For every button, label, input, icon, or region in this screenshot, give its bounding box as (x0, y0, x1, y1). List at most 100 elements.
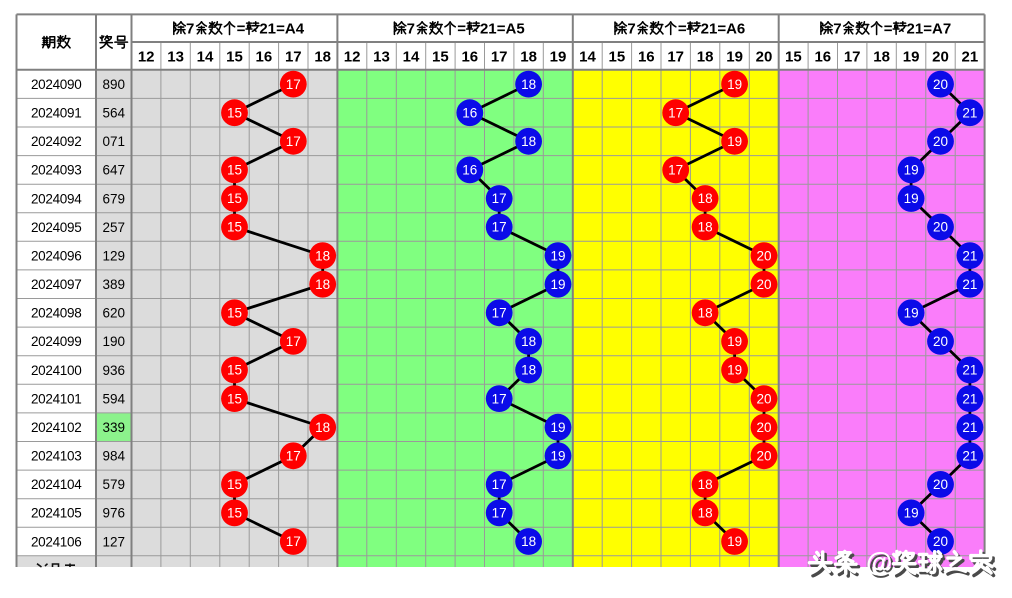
svg-text:19: 19 (904, 506, 919, 521)
svg-text:17: 17 (492, 506, 507, 521)
svg-text:=: = (678, 21, 687, 38)
svg-text:190: 190 (103, 334, 126, 349)
svg-text:16: 16 (814, 48, 831, 65)
svg-text:18: 18 (698, 191, 713, 206)
svg-text:19: 19 (550, 48, 567, 65)
svg-text:21: 21 (962, 449, 977, 464)
svg-text:=: = (237, 21, 246, 38)
svg-text:2024098: 2024098 (31, 306, 81, 321)
svg-text:19: 19 (550, 277, 565, 292)
svg-text:15: 15 (227, 220, 242, 235)
svg-text:17: 17 (492, 391, 507, 406)
svg-text:17: 17 (667, 48, 684, 65)
svg-text:19: 19 (727, 363, 742, 378)
svg-text:A6: A6 (726, 21, 745, 38)
svg-text:@: @ (866, 547, 892, 577)
svg-text:17: 17 (492, 477, 507, 492)
svg-text:19: 19 (904, 191, 919, 206)
svg-text:18: 18 (698, 306, 713, 321)
svg-text:389: 389 (103, 277, 126, 292)
svg-text:13: 13 (373, 48, 390, 65)
svg-text:A5: A5 (506, 21, 525, 38)
svg-text:15: 15 (227, 105, 242, 120)
svg-text:18: 18 (315, 248, 330, 263)
svg-text:19: 19 (726, 48, 743, 65)
svg-text:564: 564 (103, 106, 126, 121)
svg-text:20: 20 (756, 48, 773, 65)
svg-text:2024099: 2024099 (31, 334, 81, 349)
svg-text:15: 15 (227, 191, 242, 206)
svg-text:15: 15 (227, 163, 242, 178)
svg-text:15: 15 (227, 391, 242, 406)
svg-text:7: 7 (186, 21, 194, 38)
svg-text:2024091: 2024091 (31, 106, 81, 121)
svg-text:18: 18 (315, 277, 330, 292)
svg-text:17: 17 (286, 449, 301, 464)
svg-text:18: 18 (520, 48, 537, 65)
svg-text:14: 14 (403, 48, 420, 65)
svg-text:17: 17 (492, 191, 507, 206)
svg-text:20: 20 (933, 477, 948, 492)
svg-text:=: = (717, 21, 726, 38)
svg-text:2024103: 2024103 (31, 449, 81, 464)
svg-text:=: = (276, 21, 285, 38)
svg-text:647: 647 (103, 163, 126, 178)
svg-text:20: 20 (933, 134, 948, 149)
svg-text:17: 17 (668, 105, 683, 120)
svg-text:890: 890 (103, 77, 126, 92)
svg-text:15: 15 (785, 48, 802, 65)
svg-text:21: 21 (907, 21, 924, 38)
svg-text:2024096: 2024096 (31, 248, 81, 263)
svg-text:2024093: 2024093 (31, 163, 81, 178)
svg-text:18: 18 (698, 220, 713, 235)
svg-text:14: 14 (197, 48, 214, 65)
svg-text:19: 19 (727, 334, 742, 349)
svg-text:18: 18 (697, 48, 714, 65)
svg-text:15: 15 (227, 477, 242, 492)
svg-text:2024104: 2024104 (31, 477, 82, 492)
svg-text:18: 18 (315, 420, 330, 435)
svg-text:17: 17 (286, 334, 301, 349)
svg-text:18: 18 (314, 48, 331, 65)
svg-text:20: 20 (756, 277, 771, 292)
svg-text:15: 15 (432, 48, 449, 65)
svg-text:20: 20 (756, 449, 771, 464)
svg-text:620: 620 (103, 306, 126, 321)
svg-text:2024097: 2024097 (31, 277, 81, 292)
svg-text:18: 18 (521, 134, 536, 149)
svg-text:A7: A7 (932, 21, 951, 38)
svg-text:15: 15 (227, 306, 242, 321)
svg-text:21: 21 (259, 21, 276, 38)
svg-text:16: 16 (256, 48, 273, 65)
svg-text:16: 16 (462, 105, 477, 120)
svg-text:2024094: 2024094 (31, 191, 82, 206)
svg-text:20: 20 (756, 420, 771, 435)
svg-text:21: 21 (962, 277, 977, 292)
svg-text:15: 15 (227, 363, 242, 378)
svg-text:936: 936 (103, 363, 126, 378)
svg-text:17: 17 (286, 534, 301, 549)
svg-text:18: 18 (873, 48, 890, 65)
svg-text:21: 21 (701, 21, 718, 38)
svg-text:2024092: 2024092 (31, 134, 81, 149)
svg-text:18: 18 (521, 534, 536, 549)
svg-text:21: 21 (962, 363, 977, 378)
svg-text:2024095: 2024095 (31, 220, 81, 235)
svg-text:594: 594 (103, 391, 126, 406)
svg-text:976: 976 (103, 506, 126, 521)
svg-text:984: 984 (103, 449, 126, 464)
svg-text:16: 16 (462, 163, 477, 178)
svg-text:2024106: 2024106 (31, 534, 81, 549)
svg-text:19: 19 (727, 534, 742, 549)
svg-text:A4: A4 (285, 21, 305, 38)
svg-text:257: 257 (103, 220, 126, 235)
svg-text:7: 7 (833, 21, 841, 38)
svg-text:20: 20 (933, 534, 948, 549)
svg-text:21: 21 (962, 105, 977, 120)
svg-text:13: 13 (167, 48, 184, 65)
svg-text:127: 127 (103, 534, 126, 549)
svg-text:20: 20 (933, 220, 948, 235)
svg-text:17: 17 (492, 220, 507, 235)
svg-text:2024090: 2024090 (31, 77, 81, 92)
svg-text:20: 20 (756, 391, 771, 406)
